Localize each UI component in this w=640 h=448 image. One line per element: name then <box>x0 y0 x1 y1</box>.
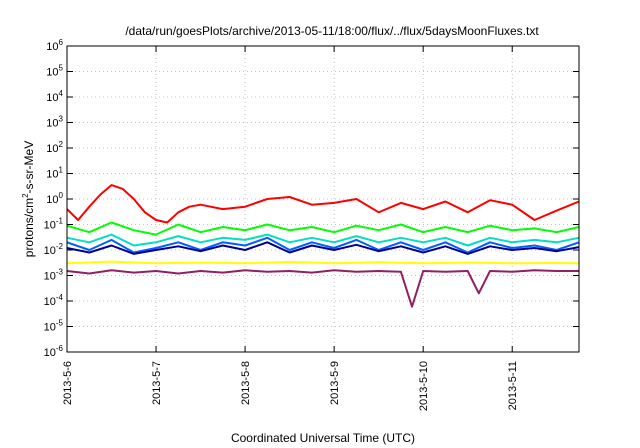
y-tick-label-base: 10 <box>46 194 58 206</box>
series-line-4 <box>66 236 580 254</box>
y-tick-label: 103 <box>46 115 63 130</box>
y-tick-label-exp: 3 <box>59 115 64 124</box>
y-tick-label-base: 10 <box>44 245 56 257</box>
y-tick-label-exp: 6 <box>59 38 64 47</box>
y-tick-label-base: 10 <box>46 41 58 53</box>
y-tick-label: 106 <box>46 38 63 53</box>
y-tick-label-base: 10 <box>46 169 58 181</box>
y-tick-label-base: 10 <box>46 67 58 79</box>
y-tick-label-exp: -2 <box>56 242 64 251</box>
y-tick-label-base: 10 <box>46 143 58 155</box>
series-line-2 <box>66 221 580 236</box>
x-tick-label: 2013-5-7 <box>151 361 163 405</box>
series-line-1 <box>66 184 580 224</box>
y-tick-label: 10-1 <box>44 217 64 232</box>
x-tick-label: 2013-5-6 <box>62 361 74 405</box>
y-tick-label: 100 <box>46 191 63 206</box>
y-tick-label-exp: -6 <box>56 344 64 353</box>
y-axis-label: protons/cm2-s-sr-MeV <box>21 141 36 257</box>
grid <box>67 46 579 352</box>
y-tick-label: 10-5 <box>44 319 64 334</box>
series-line-6 <box>66 260 580 265</box>
y-tick-label-exp: 0 <box>59 191 64 200</box>
y-tick-label-base: 10 <box>44 322 56 334</box>
y-axis-label-sup: 2 <box>21 193 30 198</box>
y-tick-label: 102 <box>46 140 63 155</box>
y-ticks: 10-610-510-410-310-210-11001011021031041… <box>44 38 579 359</box>
x-ticks: 2013-5-6 2013-5-7 2013-5-8 2013-5-9 2013-5-1… <box>62 46 519 411</box>
y-tick-label: 101 <box>46 166 63 181</box>
y-tick-label: 10-2 <box>44 242 64 257</box>
series-line-5 <box>66 241 580 255</box>
y-axis-label-suffix: -s-sr-MeV <box>22 141 36 194</box>
y-tick-label: 105 <box>46 64 63 79</box>
y-tick-label-exp: -3 <box>56 268 64 277</box>
series-layer <box>66 184 580 308</box>
y-tick-label-base: 10 <box>44 271 56 283</box>
x-tick-label: 2013-5-10 <box>418 361 430 411</box>
x-axis-label: Coordinated Universal Time (UTC) <box>231 431 415 445</box>
y-tick-label-exp: 2 <box>59 140 64 149</box>
y-tick-label-base: 10 <box>46 118 58 130</box>
y-tick-label-base: 10 <box>44 296 56 308</box>
y-tick-label-exp: -1 <box>56 217 64 226</box>
x-tick-label: 2013-5-11 <box>507 361 519 410</box>
series-line-3 <box>66 233 580 247</box>
y-tick-label: 104 <box>46 89 63 104</box>
x-tick-label: 2013-5-8 <box>240 361 252 405</box>
series-line-7 <box>66 269 579 308</box>
y-tick-label-exp: 5 <box>59 64 64 73</box>
y-tick-label: 10-4 <box>44 293 64 308</box>
y-tick-label-exp: 4 <box>59 89 64 98</box>
y-tick-label-base: 10 <box>44 220 56 232</box>
y-tick-label-base: 10 <box>46 92 58 104</box>
y-tick-label-exp: -4 <box>56 293 64 302</box>
chart-title: /data/run/goesPlots/archive/2013-05-11/1… <box>125 24 539 38</box>
y-tick-label-base: 10 <box>44 347 56 359</box>
y-tick-label: 10-3 <box>44 268 64 283</box>
x-tick-label: 2013-5-9 <box>329 361 341 405</box>
y-tick-label-exp: -5 <box>56 319 64 328</box>
y-tick-label-exp: 1 <box>59 166 64 175</box>
y-tick-label: 10-6 <box>44 344 64 359</box>
y-axis-label-prefix: protons/cm <box>22 198 36 257</box>
